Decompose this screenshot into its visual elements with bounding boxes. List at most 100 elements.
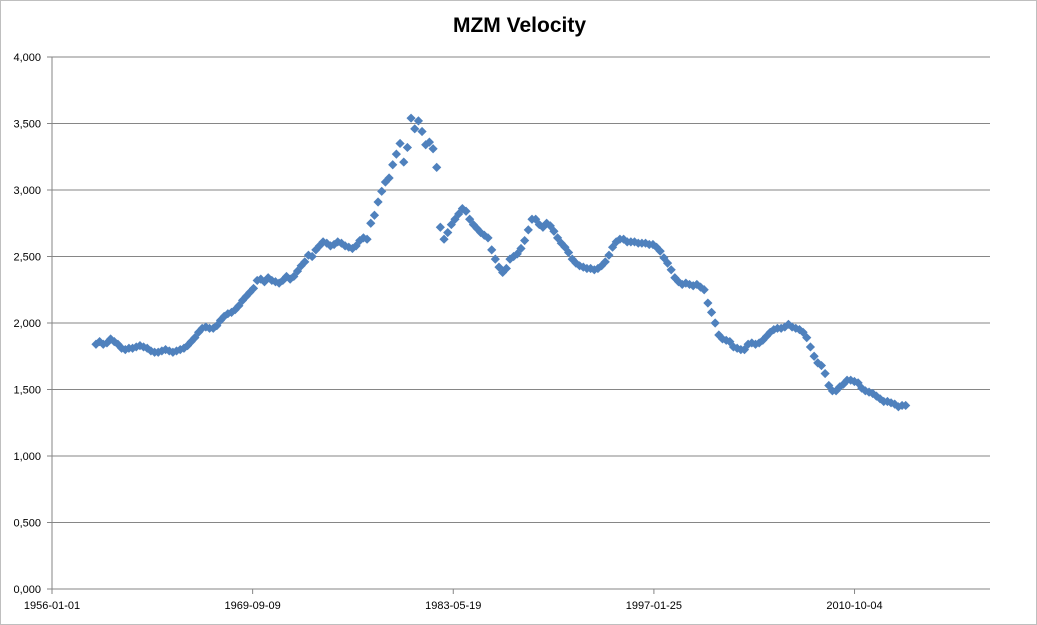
data-point: [498, 267, 508, 278]
data-point: [117, 343, 127, 353]
data-point: [662, 258, 673, 268]
data-point: [901, 400, 911, 411]
data-point: [366, 218, 376, 228]
data-point: [476, 227, 486, 238]
data-point: [586, 263, 596, 274]
data-point: [651, 242, 662, 252]
data-point: [882, 396, 893, 407]
data-point: [325, 241, 336, 251]
data-point: [153, 347, 163, 357]
data-point: [893, 402, 903, 412]
y-tick-label: 1,500: [13, 385, 41, 397]
data-point: [710, 318, 720, 328]
data-point: [600, 257, 610, 267]
data-point: [494, 262, 504, 272]
data-point: [395, 138, 405, 149]
data-point: [619, 234, 629, 244]
x-tick-label: 1997-01-25: [626, 600, 682, 612]
data-point: [802, 333, 812, 343]
y-tick-label: 4,000: [13, 52, 41, 64]
data-point: [714, 330, 724, 340]
data-point: [410, 124, 420, 134]
data-point: [860, 386, 870, 396]
data-point: [329, 239, 339, 250]
data-point: [655, 246, 665, 256]
y-tick-label: 1,000: [13, 451, 41, 463]
data-point: [120, 345, 130, 355]
data-point: [523, 225, 533, 235]
x-tick-label: 1969-09-09: [224, 600, 280, 612]
y-tick-label: 3,000: [13, 185, 41, 197]
data-point: [358, 233, 369, 243]
data-point: [318, 237, 328, 247]
data-point: [728, 342, 739, 352]
data-point: [487, 245, 497, 255]
data-point: [439, 234, 449, 244]
data-point: [399, 157, 409, 167]
data-point: [168, 347, 178, 357]
data-point: [391, 149, 401, 159]
data-point: [754, 338, 764, 348]
data-point: [212, 321, 222, 331]
data-point: [805, 342, 816, 352]
data-point: [432, 162, 442, 172]
data-point: [864, 387, 874, 397]
data-point: [377, 186, 387, 196]
data-point: [849, 376, 860, 387]
data-point: [640, 238, 651, 248]
data-point: [783, 319, 794, 329]
data-point: [699, 285, 709, 295]
data-point: [717, 334, 728, 344]
data-point: [300, 257, 310, 267]
data-point: [813, 358, 823, 368]
data-point: [106, 334, 116, 344]
data-point: [248, 283, 259, 294]
data-point: [732, 343, 742, 353]
data-point: [677, 279, 687, 290]
data-point: [241, 291, 251, 301]
data-point: [695, 282, 706, 292]
data-point: [307, 251, 317, 262]
data-point: [303, 250, 314, 260]
data-point: [98, 339, 108, 349]
data-point: [113, 339, 123, 349]
data-point: [421, 140, 431, 150]
data-point: [871, 391, 882, 401]
data-point: [549, 226, 559, 236]
data-point: [175, 345, 185, 355]
data-point: [552, 233, 563, 243]
data-point: [160, 345, 171, 355]
data-point: [102, 338, 112, 348]
data-point: [816, 360, 827, 371]
data-point: [791, 323, 801, 333]
data-point: [794, 325, 805, 335]
data-point: [428, 144, 438, 154]
y-tick-label: 2,500: [13, 252, 41, 264]
data-point: [798, 327, 808, 337]
data-point: [563, 247, 574, 258]
data-point: [479, 230, 489, 240]
data-point: [820, 368, 830, 379]
data-point: [681, 278, 691, 288]
data-point: [739, 345, 750, 355]
data-point: [520, 235, 530, 246]
data-point: [516, 243, 526, 254]
data-point: [659, 253, 669, 263]
data-point: [259, 277, 270, 287]
data-point: [483, 233, 493, 243]
data-point: [142, 343, 152, 353]
data-point: [461, 206, 471, 216]
data-point: [234, 301, 244, 311]
data-point: [666, 265, 676, 275]
data-point: [875, 394, 885, 404]
data-point: [256, 274, 266, 284]
data-point: [750, 339, 761, 349]
y-tick-label: 2,000: [13, 318, 41, 330]
data-point: [886, 398, 896, 408]
data-point: [505, 254, 515, 264]
y-tick-label: 0,500: [13, 518, 41, 530]
data-point: [406, 113, 416, 123]
data-point: [388, 160, 398, 170]
